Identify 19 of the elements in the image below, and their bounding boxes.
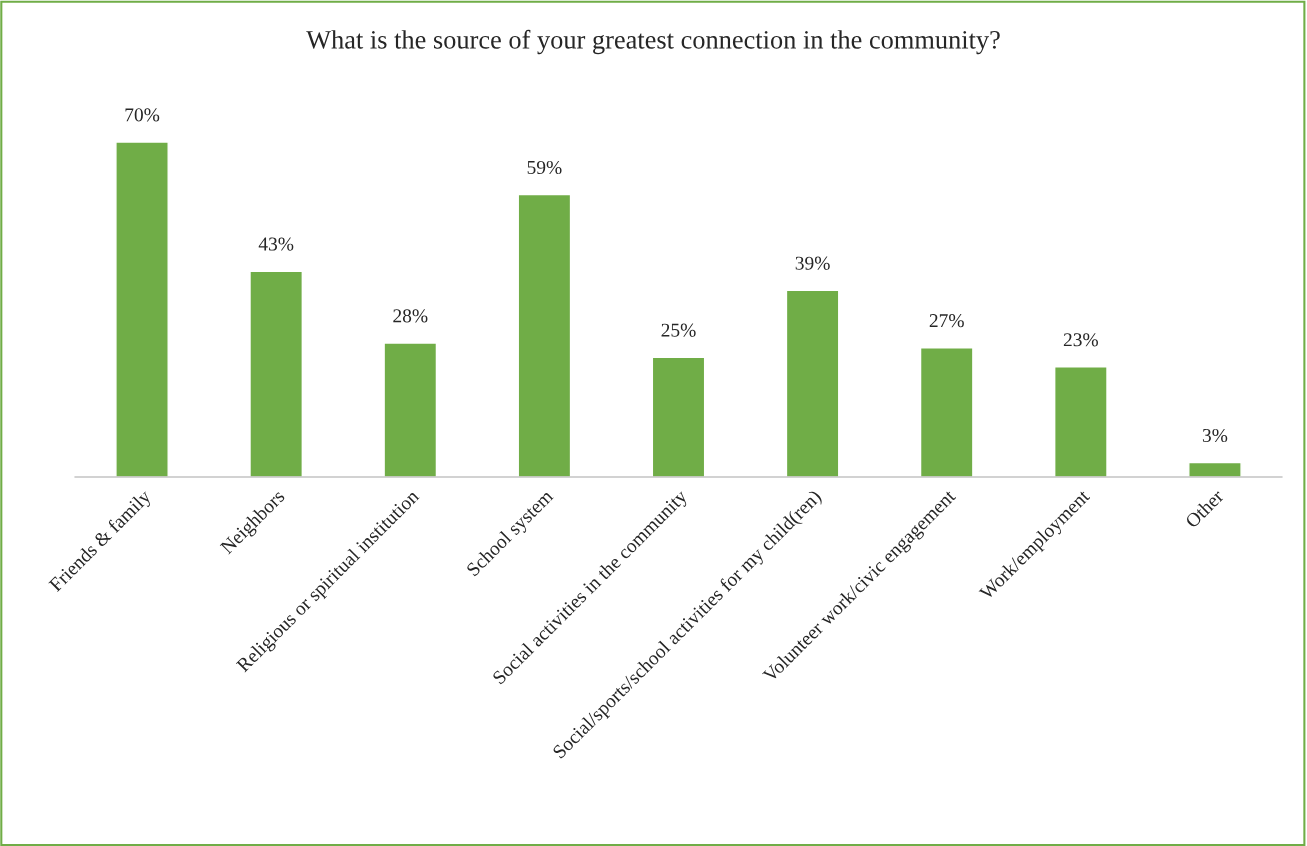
- data-label: 43%: [258, 237, 294, 251]
- bar: [785, 289, 840, 477]
- bar: [517, 193, 572, 477]
- data-label: 27%: [929, 314, 964, 328]
- data-label: 39%: [795, 256, 830, 270]
- bar: [651, 356, 706, 477]
- bar: [249, 270, 304, 477]
- data-label: 23%: [1063, 333, 1098, 347]
- bar: [115, 141, 169, 477]
- bar: [919, 347, 974, 477]
- data-label: 25%: [661, 323, 696, 337]
- data-label: 59%: [527, 160, 562, 175]
- data-label: 70%: [125, 108, 160, 122]
- chart-title: What is the source of your greatest connection in the community?: [306, 29, 1000, 55]
- bar: [1188, 461, 1242, 477]
- data-label: 28%: [393, 309, 428, 323]
- bar: [383, 342, 438, 477]
- data-label: 3%: [1202, 428, 1228, 443]
- bar: [1053, 366, 1108, 477]
